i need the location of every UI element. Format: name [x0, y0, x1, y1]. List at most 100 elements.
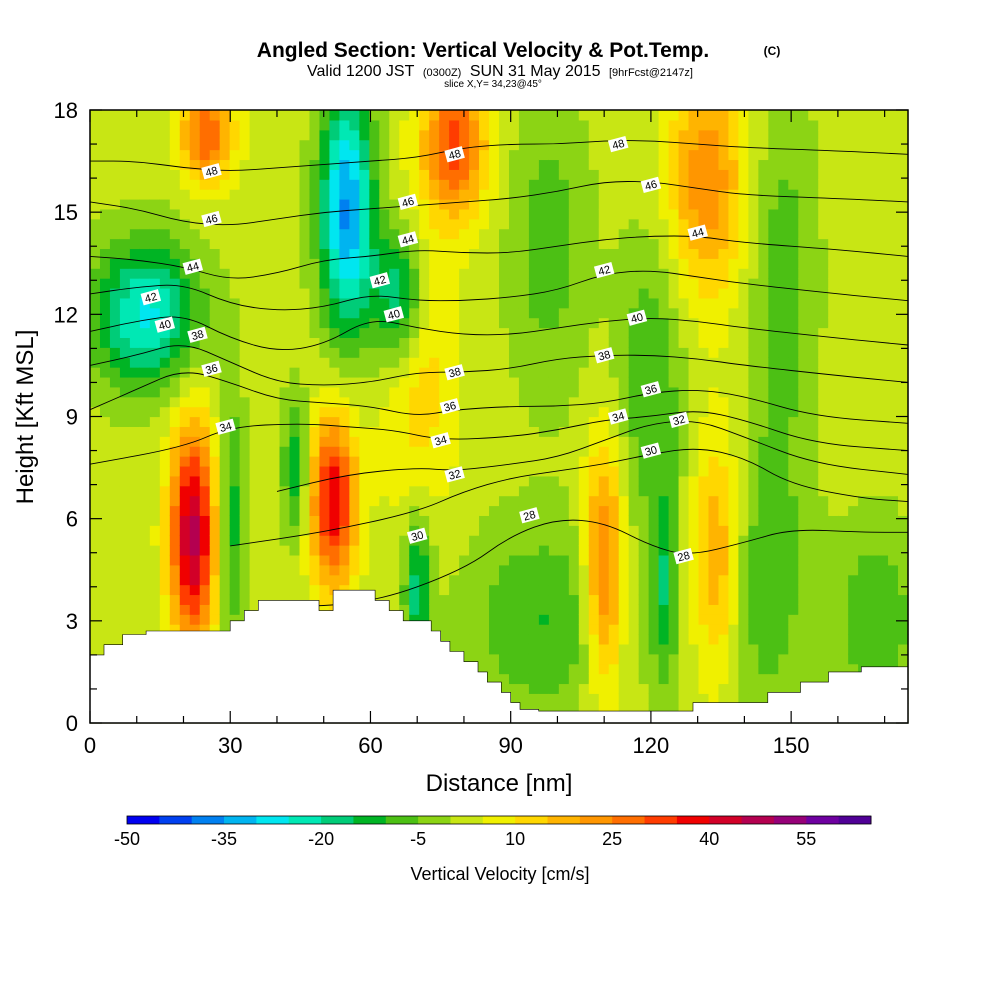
velocity-cell — [119, 485, 131, 497]
velocity-cell — [439, 218, 450, 230]
velocity-cell — [778, 376, 789, 388]
velocity-cell — [808, 584, 819, 596]
velocity-cell — [139, 307, 151, 319]
velocity-cell — [788, 436, 799, 447]
velocity-cell — [718, 564, 730, 576]
velocity-cell — [718, 465, 730, 477]
velocity-cell — [618, 159, 630, 170]
velocity-cell — [618, 535, 630, 546]
velocity-cell — [439, 554, 450, 566]
velocity-cell — [728, 594, 740, 605]
velocity-cell — [758, 673, 769, 685]
velocity-cell — [109, 327, 121, 339]
velocity-cell — [399, 574, 410, 586]
velocity-cell — [299, 110, 311, 121]
velocity-cell — [688, 367, 700, 378]
velocity-cell — [538, 307, 550, 319]
velocity-cell — [878, 436, 889, 447]
velocity-cell — [379, 406, 390, 418]
velocity-cell — [818, 594, 829, 605]
velocity-cell — [299, 189, 311, 200]
velocity-cell — [469, 545, 480, 556]
velocity-cell — [239, 317, 251, 329]
velocity-cell — [169, 357, 181, 368]
velocity-cell — [259, 287, 271, 299]
velocity-cell — [479, 357, 490, 368]
velocity-cell — [508, 347, 520, 358]
velocity-cell — [109, 515, 121, 526]
velocity-cell — [808, 110, 819, 121]
velocity-cell — [90, 535, 101, 546]
velocity-cell — [638, 238, 650, 250]
velocity-cell — [628, 396, 640, 408]
velocity-cell — [249, 218, 261, 230]
velocity-cell — [199, 119, 211, 131]
velocity-cell — [708, 347, 720, 358]
velocity-cell — [99, 386, 111, 398]
velocity-cell — [738, 426, 749, 437]
velocity-cell — [678, 663, 690, 675]
velocity-cell — [129, 248, 141, 259]
velocity-cell — [159, 208, 171, 220]
velocity-cell — [289, 515, 301, 526]
velocity-cell — [888, 634, 899, 645]
velocity-cell — [518, 198, 530, 210]
velocity-cell — [748, 268, 759, 279]
velocity-cell — [369, 218, 380, 230]
velocity-cell — [638, 653, 650, 665]
velocity-cell — [169, 317, 181, 329]
velocity-cell — [728, 169, 740, 180]
velocity-cell — [618, 278, 630, 289]
velocity-cell — [798, 673, 809, 685]
velocity-cell — [279, 456, 291, 467]
velocity-cell — [508, 495, 520, 507]
velocity-cell — [229, 297, 241, 309]
velocity-cell — [768, 396, 779, 408]
velocity-cell — [449, 594, 460, 605]
velocity-cell — [119, 129, 131, 141]
velocity-cell — [638, 327, 650, 339]
velocity-cell — [109, 545, 121, 556]
velocity-cell — [309, 495, 321, 507]
velocity-cell — [738, 119, 749, 131]
velocity-cell — [838, 643, 849, 655]
velocity-cell — [389, 347, 400, 358]
velocity-cell — [109, 139, 121, 151]
velocity-cell — [189, 584, 201, 596]
velocity-cell — [718, 228, 730, 240]
velocity-cell — [149, 278, 161, 289]
velocity-cell — [419, 574, 430, 586]
velocity-cell — [608, 634, 620, 645]
velocity-cell — [798, 367, 809, 378]
velocity-cell — [409, 347, 420, 358]
velocity-cell — [548, 416, 560, 427]
velocity-cell — [538, 456, 550, 467]
velocity-cell — [179, 624, 191, 635]
velocity-cell — [808, 159, 819, 170]
velocity-cell — [479, 446, 490, 457]
velocity-cell — [269, 505, 281, 516]
velocity-cell — [588, 643, 600, 655]
velocity-cell — [768, 643, 779, 655]
velocity-cell — [698, 198, 710, 210]
velocity-cell — [558, 436, 570, 447]
velocity-cell — [189, 238, 201, 250]
velocity-cell — [588, 693, 600, 704]
velocity-cell — [469, 189, 480, 200]
velocity-cell — [299, 584, 311, 596]
velocity-cell — [439, 634, 450, 645]
velocity-cell — [798, 446, 809, 457]
velocity-cell — [778, 119, 789, 131]
velocity-cell — [209, 495, 221, 507]
velocity-cell — [369, 139, 380, 151]
velocity-cell — [129, 278, 141, 289]
velocity-cell — [119, 456, 131, 467]
velocity-cell — [648, 376, 660, 388]
velocity-cell — [90, 574, 101, 586]
velocity-cell — [499, 208, 510, 220]
velocity-cell — [598, 624, 610, 635]
velocity-cell — [848, 386, 859, 398]
velocity-cell — [608, 189, 620, 200]
velocity-cell — [259, 535, 271, 546]
velocity-cell — [588, 149, 600, 161]
